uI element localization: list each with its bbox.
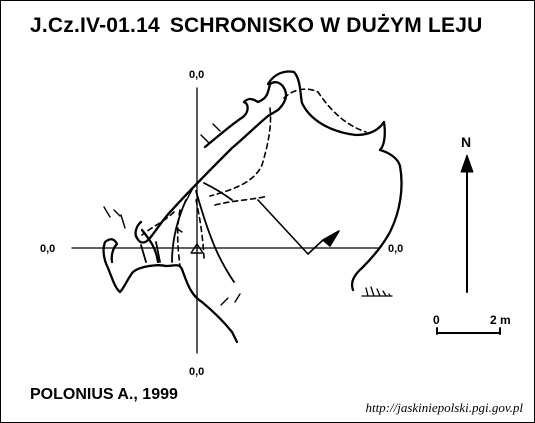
survey-point-icon xyxy=(190,243,204,254)
scale-start-label: 0 xyxy=(433,313,440,327)
north-arrow-icon xyxy=(460,154,474,293)
author-credit: POLONIUS A., 1999 xyxy=(30,386,178,403)
cave-wall-outline xyxy=(102,70,403,344)
rock-debris-icon xyxy=(361,286,393,297)
inner-walls xyxy=(140,182,235,283)
axis-label-left: 0,0 xyxy=(40,243,56,255)
cave-code: J.Cz.IV-01.14 xyxy=(30,14,160,37)
source-url: http://jaskiniepolski.pgi.gov.pl xyxy=(365,400,523,415)
cave-name: SCHRONISKO W DUŻYM LEJU xyxy=(169,14,483,37)
scale-end-label: 2 m xyxy=(490,313,511,327)
axis-label-right: 0,0 xyxy=(388,243,404,255)
north-label: N xyxy=(461,134,472,150)
entrance-arrow xyxy=(257,199,340,255)
axis-label-top: 0,0 xyxy=(189,69,205,81)
axis-label-bottom: 0,0 xyxy=(189,366,205,378)
scale-bar xyxy=(436,327,501,335)
reference-crosshair xyxy=(71,87,379,354)
dashed-outlines xyxy=(141,88,367,267)
map-title: J.Cz.IV-01.14 SCHRONISKO W DUŻYM LEJU xyxy=(30,14,482,38)
